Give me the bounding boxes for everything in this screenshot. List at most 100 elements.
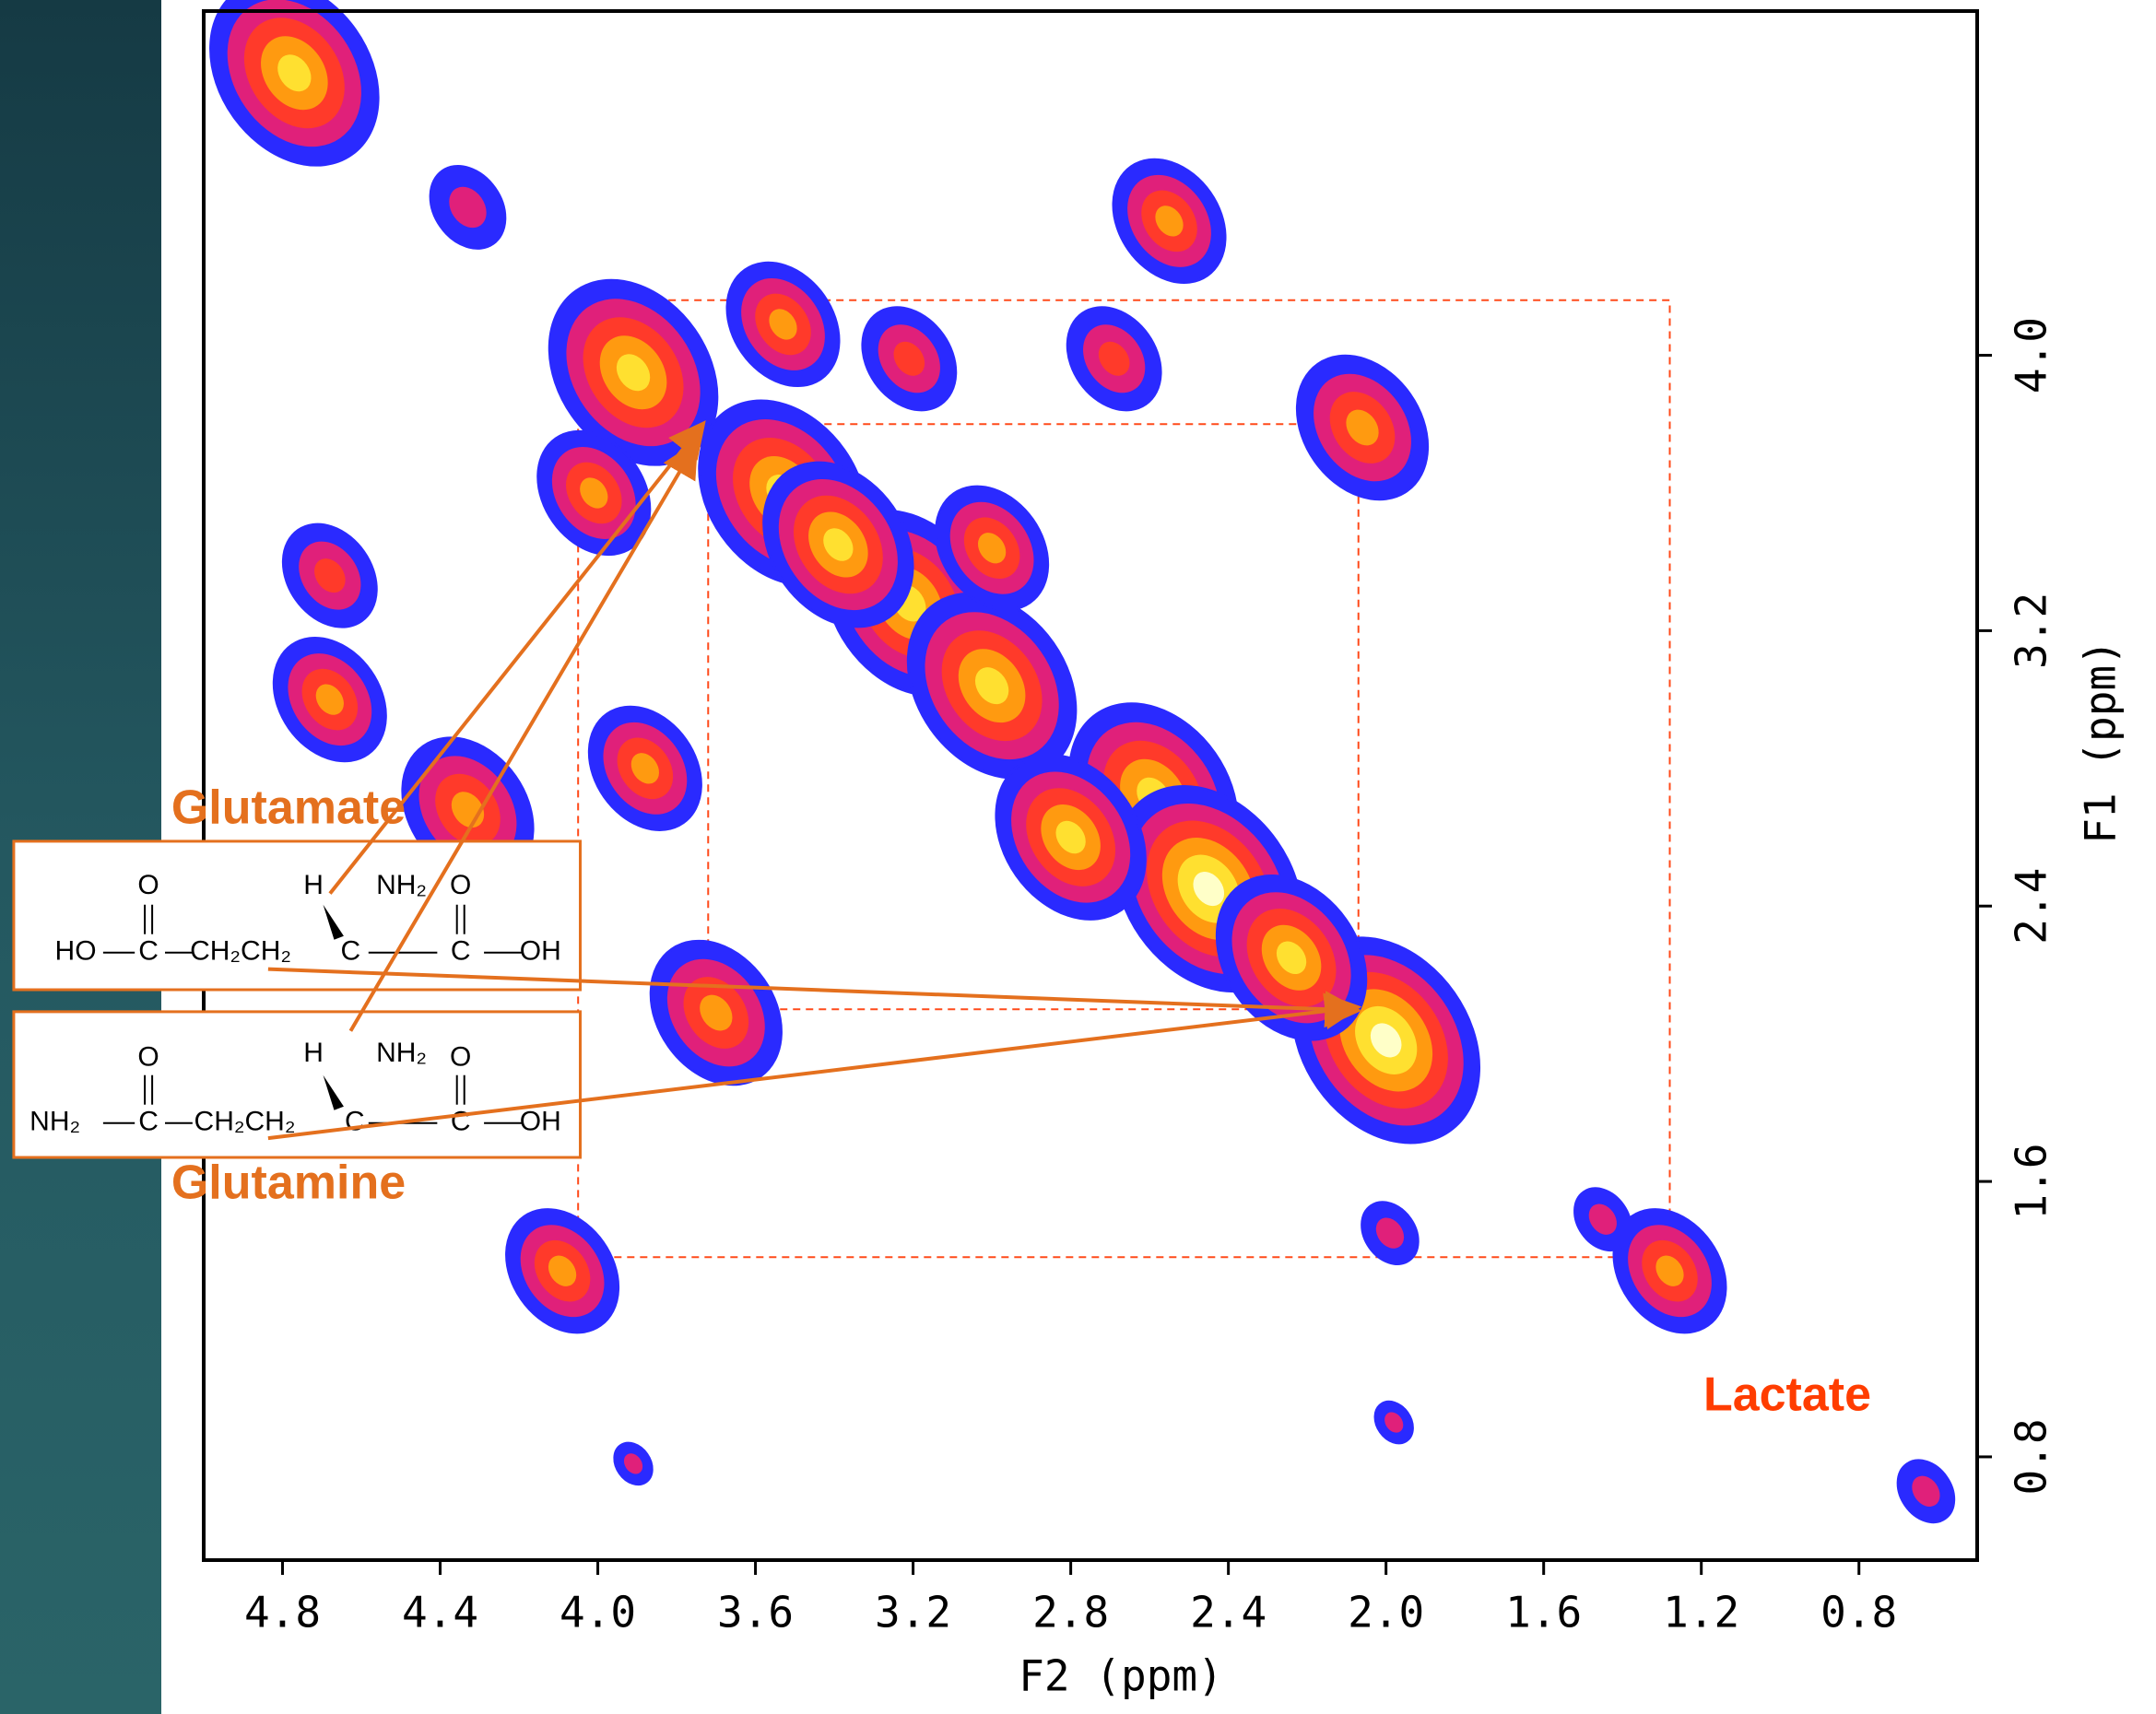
contour-level [893,341,925,376]
peak [613,1441,654,1486]
atom-label: H [303,870,324,900]
atom-label: CH₂CH₂ [190,936,291,967]
peak [725,261,841,388]
x-tick-label: 3.2 [875,1588,951,1638]
arrow [267,992,1362,1141]
atom-label: C [451,936,471,967]
contour-level [769,309,797,340]
atom-label: OH [520,936,561,967]
atom-label: NH₂ [376,1038,427,1068]
peak [1612,1208,1727,1334]
atom-label: C [345,1107,365,1137]
contour-level [580,477,608,509]
y-tick-label: 1.6 [2007,1144,2056,1220]
x-tick-label: 4.4 [402,1588,478,1638]
peak [1066,306,1162,412]
wedge-bond [323,1074,344,1110]
arrow [267,967,1362,1028]
atom-label: HO [55,936,97,967]
wedge-bond [323,904,344,940]
y-tick-label: 2.4 [2007,868,2056,945]
peak [1896,1459,1956,1524]
contour-level [1155,205,1184,237]
contour-level [1098,341,1130,376]
peak [935,485,1050,611]
contour-level [700,994,733,1031]
y-tick-label: 4.0 [2007,317,2056,393]
peak [1373,1400,1414,1445]
peak [429,165,507,250]
x-axis-label: F2 (ppm) [1019,1651,1223,1701]
atom-label: H [303,1038,324,1068]
peak [906,592,1078,780]
atom-label: C [451,1107,471,1137]
contour-level [977,533,1007,564]
atom-label: CH₂CH₂ [194,1107,296,1137]
peak [861,306,958,412]
structure-box [12,839,582,992]
annotation-label: Lactate [1703,1368,1871,1422]
peak [762,461,914,628]
peak [1112,158,1227,284]
peak [505,1208,620,1334]
contour-level [1655,1255,1684,1286]
atom-label: O [450,1042,471,1073]
x-tick-label: 4.0 [560,1588,636,1638]
connection-box [707,423,1360,1011]
contour-level [1370,1023,1402,1058]
x-tick-label: 0.8 [1820,1588,1897,1638]
contour-level [616,354,651,392]
peak [281,522,378,628]
peak [272,636,387,763]
peak [587,705,702,831]
peak [209,0,380,167]
y-axis-label: F1 (ppm) [2076,640,2126,844]
x-tick-label: 1.6 [1505,1588,1582,1638]
peak [1573,1187,1632,1251]
y-tick-label: 0.8 [2007,1418,2056,1495]
contour-level [1912,1475,1940,1507]
peak [1295,354,1430,501]
contour-level [823,528,854,561]
peak [548,278,719,466]
plot-frame [202,9,1979,1562]
atom-label: NH₂ [29,1107,80,1137]
atom-label: OH [520,1107,561,1137]
y-tick-label: 3.2 [2007,593,2056,669]
x-tick-label: 3.6 [717,1588,794,1638]
contour-level [623,1453,643,1474]
contour-level [315,684,344,715]
contour-level [974,667,1009,705]
contour-level [1346,409,1379,446]
x-tick-label: 2.4 [1190,1588,1267,1638]
arrow [348,440,699,1032]
atom-label: C [341,936,361,967]
annotation-label: Glutamate [171,781,406,835]
peak [649,939,783,1086]
atom-label: C [138,936,159,967]
contour-level [630,753,659,784]
contour-level [1055,820,1086,854]
annotation-label: Glutamine [171,1156,406,1210]
contour-level [277,54,312,92]
atom-label: O [450,870,471,900]
peak [1361,1201,1420,1265]
arrow [328,420,706,895]
atom-label: NH₂ [376,870,427,900]
contour-level [1276,941,1307,975]
x-tick-label: 4.8 [244,1588,321,1638]
plot-area [209,0,1956,1524]
contour-level [449,186,487,229]
x-tick-label: 2.0 [1348,1588,1424,1638]
contour-level [548,1255,577,1286]
atom-label: C [138,1107,159,1137]
atom-label: O [137,1042,159,1073]
x-tick-label: 2.8 [1032,1588,1109,1638]
peak [995,754,1147,921]
connection-box [577,299,1671,1259]
contour-level [314,558,346,593]
contour-level [1193,872,1225,907]
contour-level [1384,1412,1404,1433]
